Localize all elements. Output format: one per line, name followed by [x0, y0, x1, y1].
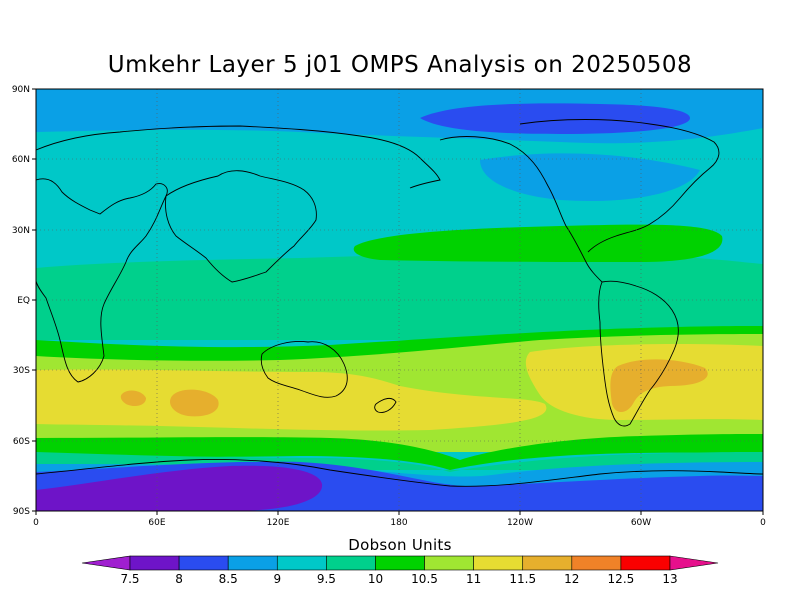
- colorbar-arrow-low: [81, 555, 131, 571]
- colorbar-cell: [178, 555, 229, 571]
- outline-eurasia-north: [36, 125, 441, 189]
- colorbar-cell: [129, 555, 180, 571]
- outline-namerica-west: [439, 136, 603, 283]
- colorbar-labels: 7.5 8 8.5 9 9.5 10 10.5 11 11.5 12 12.5 13: [120, 572, 677, 586]
- blob-12-indian: [169, 389, 219, 417]
- colorbar-cell: [326, 555, 376, 571]
- lat-label: 90N: [12, 85, 30, 95]
- outline-australia: [260, 341, 348, 398]
- colorbar-label: 9.5: [317, 572, 336, 586]
- colorbar-cell: [227, 555, 278, 571]
- lat-label: 60N: [12, 155, 30, 165]
- band-nh-105: [353, 224, 723, 262]
- colorbar-label: 8.5: [219, 572, 238, 586]
- colorbar-arrow-high: [669, 555, 719, 571]
- lon-label: 180: [390, 518, 407, 528]
- outline-asia: [165, 170, 317, 283]
- colorbar-cells: [81, 555, 719, 571]
- outline-antarctica: [36, 459, 763, 487]
- colorbar-cell: [571, 555, 622, 571]
- coastlines: [36, 119, 763, 487]
- colorbar-label: 9: [273, 572, 281, 586]
- colorbar-label: 11.5: [509, 572, 536, 586]
- lat-label: 90S: [13, 507, 30, 517]
- lon-axis: 0 60E 120E 180 120W 60W 0: [33, 511, 766, 528]
- colorbar-label: 13: [662, 572, 677, 586]
- colorbar-cell: [620, 555, 671, 571]
- colorbar-cell: [424, 555, 474, 571]
- lat-label: EQ: [17, 296, 30, 306]
- colorbar-cell: [473, 555, 524, 571]
- lon-label: 120W: [507, 518, 533, 528]
- blob-12-africa: [120, 390, 146, 406]
- colorbar-label: 11: [466, 572, 481, 586]
- band-sh-105-ring: [36, 434, 763, 470]
- band-sh-105: [36, 326, 763, 370]
- outline-namerica-east: [519, 119, 720, 253]
- colorbar-label: 12.5: [608, 572, 635, 586]
- lat-label: 30S: [13, 366, 30, 376]
- lat-label: 60S: [13, 437, 30, 447]
- colorbar-label: 12: [564, 572, 579, 586]
- colorbar-cell: [522, 555, 573, 571]
- blob-12-samerica: [610, 359, 708, 413]
- colorbar-label: 8: [175, 572, 183, 586]
- band-antarctic-8: [36, 465, 323, 511]
- outline-newzealand: [374, 397, 397, 413]
- colorbar-label: 10: [368, 572, 383, 586]
- outline-africa: [36, 178, 168, 383]
- lon-label: 0: [760, 518, 766, 528]
- lon-label: 120E: [267, 518, 290, 528]
- colorbar-title: Dobson Units: [348, 536, 452, 554]
- colorbar-label: 7.5: [120, 572, 139, 586]
- band-arctic-85: [420, 103, 690, 134]
- lat-label: 30N: [12, 226, 30, 236]
- lon-label: 0: [33, 518, 39, 528]
- colorbar-cell: [276, 555, 327, 571]
- colorbar-cell: [375, 555, 425, 571]
- band-sh-115-west: [36, 369, 547, 431]
- colorbar-label: 10.5: [411, 572, 438, 586]
- lat-axis: 90N 60N 30N EQ 30S 60S 90S: [12, 85, 36, 517]
- lon-label: 60W: [631, 518, 651, 528]
- map-title: Umkehr Layer 5 j01 OMPS Analysis on 2025…: [107, 52, 693, 78]
- contour-fill: [36, 89, 763, 511]
- outline-samerica: [598, 280, 679, 427]
- lon-label: 60E: [148, 518, 165, 528]
- band-tropic-10: [36, 252, 763, 300]
